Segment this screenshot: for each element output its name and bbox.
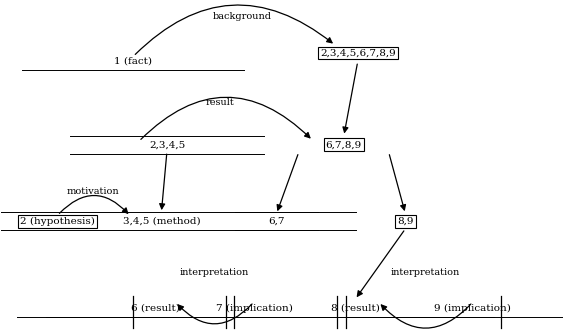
Text: 6,7,8,9: 6,7,8,9: [325, 140, 362, 149]
Text: 2,3,4,5,6,7,8,9: 2,3,4,5,6,7,8,9: [320, 48, 395, 57]
Text: interpretation: interpretation: [391, 268, 460, 278]
Text: background: background: [213, 12, 272, 21]
Text: 2 (hypothesis): 2 (hypothesis): [20, 217, 95, 226]
Text: 9 (implication): 9 (implication): [434, 303, 511, 312]
Text: 8 (result): 8 (result): [331, 303, 380, 312]
Text: 6 (result): 6 (result): [131, 303, 180, 312]
Text: 8,9: 8,9: [397, 217, 414, 226]
Text: interpretation: interpretation: [180, 268, 249, 278]
Text: 3,4,5 (method): 3,4,5 (method): [122, 217, 200, 226]
Text: 6,7: 6,7: [268, 217, 285, 226]
Text: 7 (implication): 7 (implication): [215, 303, 292, 312]
Text: 1 (fact): 1 (fact): [114, 57, 152, 66]
Text: motivation: motivation: [67, 187, 119, 196]
Text: 2,3,4,5: 2,3,4,5: [149, 140, 185, 149]
Text: result: result: [206, 97, 235, 107]
